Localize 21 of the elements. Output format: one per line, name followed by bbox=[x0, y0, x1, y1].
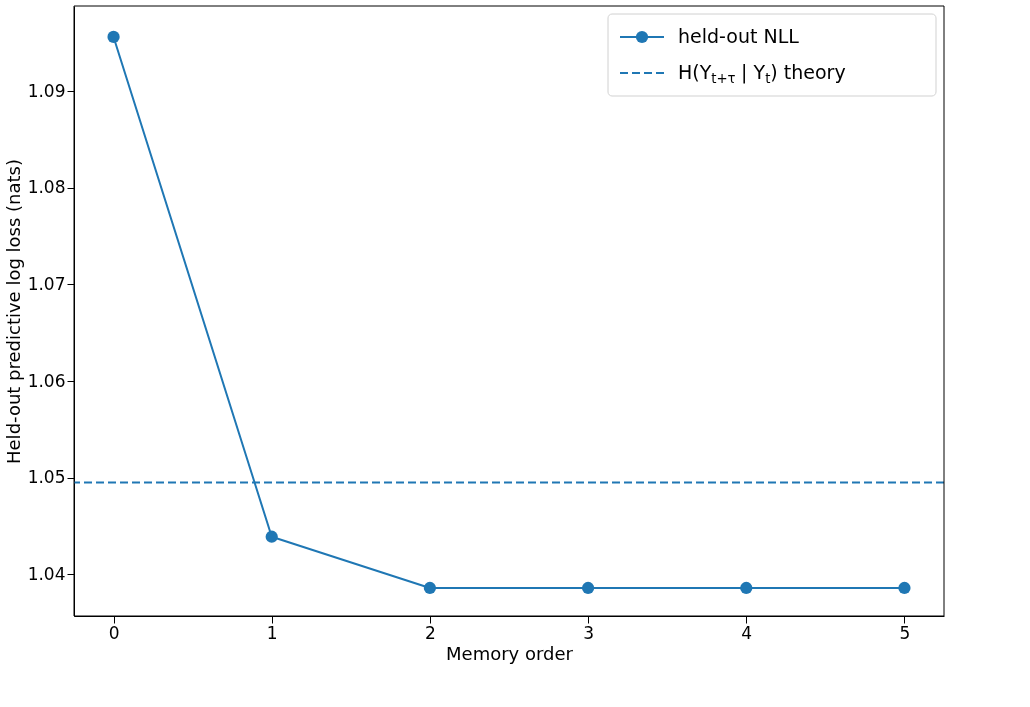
legend-label: held-out NLL bbox=[678, 25, 800, 47]
point bbox=[423, 581, 437, 595]
y-tick-label: 1.08 bbox=[27, 177, 66, 198]
x-tick-label: 3 bbox=[583, 622, 594, 643]
y-tick-label: 1.05 bbox=[27, 467, 66, 488]
x-tick-label: 5 bbox=[899, 622, 911, 643]
point bbox=[581, 581, 595, 595]
x-tick-label: 0 bbox=[108, 622, 120, 643]
y-axis-title: Held-out predictive log loss (nats) bbox=[2, 159, 24, 464]
point bbox=[107, 30, 120, 44]
x-tick-label: 4 bbox=[741, 622, 753, 643]
point bbox=[265, 530, 278, 543]
point bbox=[740, 581, 753, 595]
x-tick-label: 1 bbox=[266, 622, 278, 643]
y-tick-label: 1.06 bbox=[27, 370, 66, 391]
y-tick-label: 1.04 bbox=[27, 563, 66, 584]
y-tick-label: 1.09 bbox=[27, 80, 66, 101]
y-tick-label: 1.07 bbox=[27, 273, 66, 294]
x-axis-title: Memory order bbox=[446, 642, 574, 664]
point bbox=[898, 581, 911, 595]
x-tick-label: 2 bbox=[425, 622, 436, 643]
